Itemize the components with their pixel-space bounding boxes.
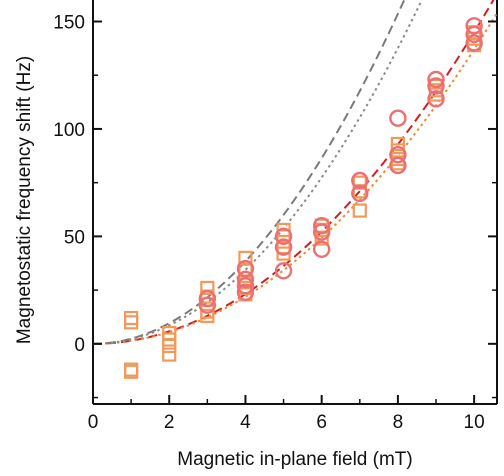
data-point-circle (465, 25, 483, 44)
fit-curve-dashed (93, 0, 495, 345)
fit-curve-dotted (93, 12, 497, 345)
data-point-square (276, 229, 291, 244)
data-point-circle (236, 270, 255, 289)
data-points (124, 17, 483, 379)
x-tick-label: 0 (88, 412, 99, 433)
data-point-circle (465, 17, 483, 35)
data-point-circle (274, 238, 293, 256)
data-point-square (200, 308, 215, 323)
data-point-circle (236, 283, 255, 301)
y-tick-label: 150 (53, 12, 85, 33)
data-point-circle (427, 70, 445, 89)
data-point-square (124, 364, 139, 379)
y-axis-label: Magnetostatic frequency shift (Hz) (14, 56, 35, 344)
data-point-square (352, 203, 367, 218)
x-tick-label: 8 (393, 412, 404, 433)
plot-frame (92, 0, 498, 405)
data-point-circle (427, 77, 445, 95)
fit-curve-dashed (93, 0, 406, 345)
data-point-circle (198, 290, 217, 308)
data-point-square (162, 338, 177, 354)
x-tick-label: 6 (316, 412, 327, 433)
fit-curve-dotted (93, 0, 423, 345)
data-point-square (162, 347, 177, 362)
data-point-square (124, 310, 139, 326)
data-point-circle (236, 259, 255, 278)
data-point-circle (198, 296, 217, 314)
data-point-circle (389, 146, 407, 164)
data-point-square (200, 280, 215, 296)
data-point-circle (274, 227, 293, 246)
data-point-circle (312, 240, 331, 258)
data-point-circle (465, 34, 483, 52)
data-point-circle (274, 262, 293, 280)
fit-curves (93, 0, 497, 345)
y-tick-label: 50 (64, 227, 85, 248)
x-tick-label: 10 (464, 412, 485, 433)
data-point-square (124, 315, 139, 330)
data-point-circle (236, 277, 255, 295)
y-tick-label: 0 (74, 335, 85, 356)
data-point-circle (389, 109, 407, 127)
data-point-square (276, 246, 291, 261)
x-axis-label: Magnetic in-plane field (mT) (177, 449, 412, 470)
data-point-circle (351, 171, 369, 190)
data-point-circle (427, 90, 445, 108)
x-tick-label: 2 (164, 412, 175, 433)
x-tick-label: 4 (240, 412, 251, 433)
data-point-circle (389, 156, 407, 175)
data-point-circle (351, 184, 369, 203)
data-point-circle (312, 216, 331, 235)
y-tick-label: 100 (53, 120, 85, 141)
data-point-circle (312, 223, 331, 241)
